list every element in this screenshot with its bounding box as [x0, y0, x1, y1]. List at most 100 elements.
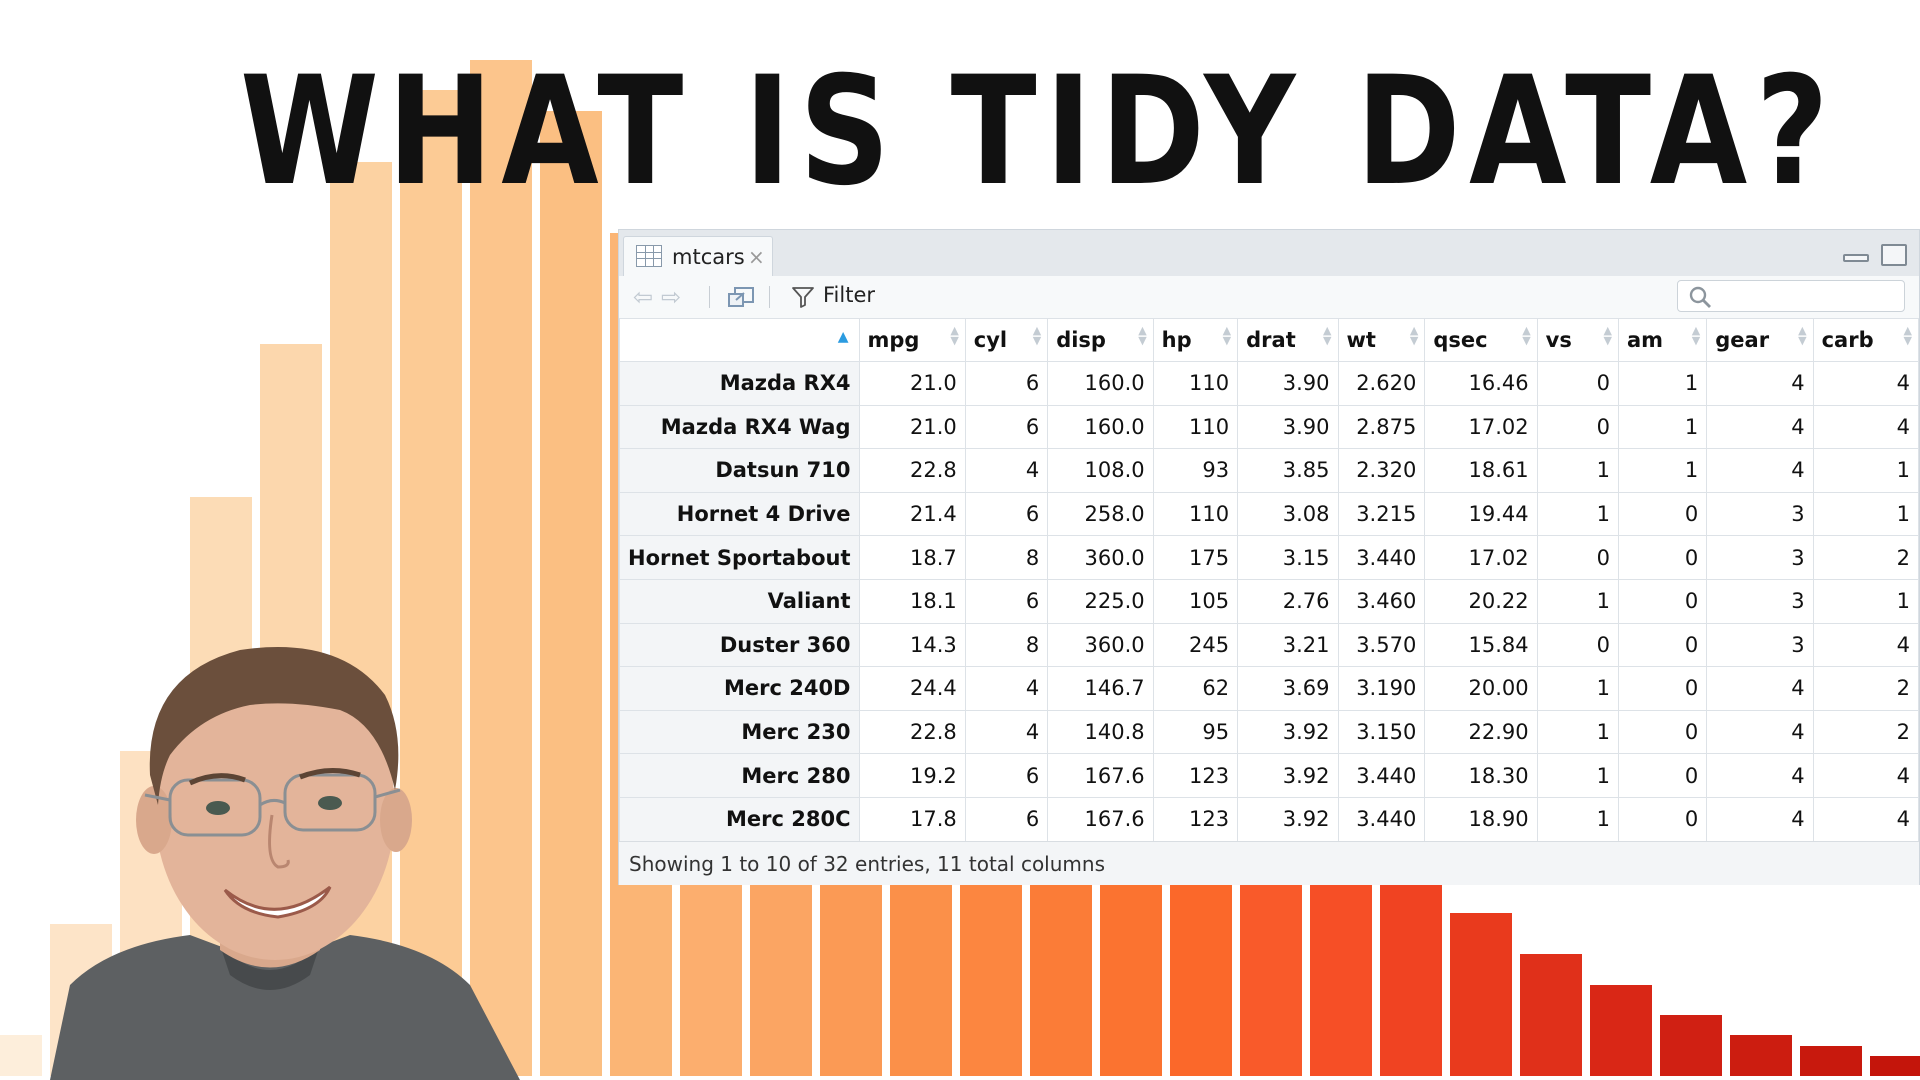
column-header-label: drat [1246, 328, 1296, 352]
background-bar [470, 60, 532, 1076]
search-input[interactable] [1677, 280, 1905, 312]
table-cell: 1 [1812, 491, 1920, 537]
page-title: WHAT IS TIDY DATA? [0, 52, 1920, 212]
table-row[interactable]: Merc 240D 24.4 4 146.7 62 3.69 3.190 20.00 1 0 4 2 [619, 666, 1920, 711]
tab-mtcars[interactable]: mtcars × [623, 236, 773, 276]
sort-icon[interactable]: ▲ ▼ [1798, 324, 1807, 347]
table-cell: 4 [1706, 666, 1814, 711]
background-bar [1730, 1035, 1792, 1076]
background-bar [0, 1035, 42, 1076]
table-cell: 18.30 [1424, 753, 1538, 798]
table-cell: 2.875 [1337, 404, 1426, 450]
background-bar [1800, 1046, 1862, 1076]
data-viewer-pane: mtcars × ⇦ ⇨ Filter ▲ mpg ▲ ▼ cyl ▲ ▼ disp ▲ ▼ hp ▲… [618, 229, 1920, 885]
table-cell: 17.02 [1424, 404, 1538, 450]
forward-icon[interactable]: ⇨ [661, 283, 682, 311]
table-row[interactable]: Merc 280 19.2 6 167.6 123 3.92 3.440 18.30 1 0 4 4 [619, 753, 1920, 798]
table-cell: 0 [1617, 753, 1708, 798]
column-header-carb[interactable]: carb ▲ ▼ [1812, 318, 1920, 362]
table-row[interactable]: Hornet Sportabout 18.7 8 360.0 175 3.15 3.440 1… [619, 535, 1920, 580]
table-row[interactable]: Hornet 4 Drive 21.4 6 258.0 110 3.08 3.215 19.4… [619, 491, 1920, 537]
sort-ascending-icon[interactable]: ▲ [837, 329, 849, 345]
table-cell: 0 [1617, 622, 1708, 668]
table-cell: 4 [1706, 361, 1814, 406]
back-icon[interactable]: ⇦ [633, 283, 654, 311]
filter-icon[interactable] [791, 285, 815, 309]
table-cell: 1 [1536, 753, 1619, 798]
table-cell: 2.320 [1337, 448, 1426, 493]
title-text: WHAT IS TIDY DATA? [240, 45, 1838, 219]
sort-icon[interactable]: ▲ ▼ [1603, 324, 1612, 347]
column-header-am[interactable]: am ▲ ▼ [1617, 318, 1708, 362]
table-cell: 3.215 [1337, 491, 1426, 537]
filter-button[interactable]: Filter [823, 283, 876, 307]
table-cell: 15.84 [1424, 622, 1538, 668]
row-name-cell: Merc 240D [619, 666, 860, 711]
popout-icon[interactable] [727, 285, 755, 314]
table-cell: 8 [964, 622, 1049, 668]
table-cell: 3 [1706, 622, 1814, 668]
close-icon[interactable]: × [748, 245, 765, 269]
table-cell: 16.46 [1424, 361, 1538, 406]
row-name-cell: Merc 230 [619, 709, 860, 755]
column-header-label: gear [1715, 328, 1770, 352]
background-bar [1520, 954, 1582, 1076]
search-icon [1689, 286, 1711, 308]
table-cell: 6 [964, 404, 1049, 450]
sort-icon[interactable]: ▲ ▼ [1323, 324, 1332, 347]
table-cell: 2.620 [1337, 361, 1426, 406]
table-cell: 4 [1706, 753, 1814, 798]
column-header-gear[interactable]: gear ▲ ▼ [1706, 318, 1814, 362]
sort-icon[interactable]: ▲ ▼ [1522, 324, 1531, 347]
sort-icon[interactable]: ▲ ▼ [1409, 324, 1419, 347]
column-header-drat[interactable]: drat ▲ ▼ [1237, 318, 1339, 362]
row-name-cell: Mazda RX4 Wag [619, 404, 860, 450]
column-header-hp[interactable]: hp ▲ ▼ [1152, 318, 1239, 362]
row-name-header[interactable]: ▲ [619, 318, 860, 362]
table-cell: 1 [1536, 491, 1619, 537]
sort-icon[interactable]: ▲ ▼ [950, 324, 959, 347]
table-cell: 4 [1812, 622, 1920, 668]
sort-icon[interactable]: ▲ ▼ [1032, 324, 1042, 347]
table-row[interactable]: Duster 360 14.3 8 360.0 245 3.21 3.570 15.84 0 0 3… [619, 622, 1920, 668]
column-header-vs[interactable]: vs ▲ ▼ [1536, 318, 1619, 362]
sort-icon[interactable]: ▲ ▼ [1138, 324, 1147, 347]
table-cell: 3.460 [1337, 578, 1426, 624]
column-header-label: mpg [867, 328, 920, 352]
table-cell: 0 [1617, 796, 1708, 842]
table-cell: 1 [1536, 709, 1619, 755]
table-cell: 19.2 [858, 753, 966, 798]
table-cell: 3.570 [1337, 622, 1426, 668]
table-cell: 20.22 [1424, 578, 1538, 624]
table-cell: 0 [1617, 666, 1708, 711]
table-cell: 1 [1536, 448, 1619, 493]
table-row[interactable]: Datsun 710 22.8 4 108.0 93 3.85 2.320 18.61 1 1 4 1 [619, 448, 1920, 493]
table-row[interactable]: Merc 280C 17.8 6 167.6 123 3.92 3.440 18.90 1 0 4 4 [619, 796, 1920, 842]
table-cell: 123 [1152, 796, 1239, 842]
table-row[interactable]: Mazda RX4 21.0 6 160.0 110 3.90 2.620 16.46 0 1 4 4 [619, 361, 1920, 406]
table-row[interactable]: Mazda RX4 Wag 21.0 6 160.0 110 3.90 2.875 17.02… [619, 404, 1920, 450]
maximize-icon[interactable] [1881, 244, 1907, 266]
toolbar-divider [769, 286, 770, 308]
column-header-qsec[interactable]: qsec ▲ ▼ [1424, 318, 1538, 362]
table-cell: 0 [1617, 709, 1708, 755]
table-cell: 3.92 [1237, 709, 1339, 755]
column-header-wt[interactable]: wt ▲ ▼ [1337, 318, 1426, 362]
table-cell: 3.190 [1337, 666, 1426, 711]
minimize-icon[interactable] [1843, 254, 1869, 262]
table-cell: 4 [964, 666, 1049, 711]
column-header-cyl[interactable]: cyl ▲ ▼ [964, 318, 1049, 362]
table-cell: 22.8 [858, 448, 966, 493]
table-cell: 17.02 [1424, 535, 1538, 580]
sort-icon[interactable]: ▲ ▼ [1222, 324, 1232, 347]
table-cell: 4 [1706, 796, 1814, 842]
table-cell: 1 [1617, 361, 1708, 406]
sort-icon[interactable]: ▲ ▼ [1903, 324, 1912, 347]
sort-icon[interactable]: ▲ ▼ [1691, 324, 1701, 347]
table-cell: 6 [964, 753, 1049, 798]
column-header-disp[interactable]: disp ▲ ▼ [1047, 318, 1154, 362]
column-header-mpg[interactable]: mpg ▲ ▼ [858, 318, 966, 362]
table-row[interactable]: Merc 230 22.8 4 140.8 95 3.92 3.150 22.90 1 0 4 2 [619, 709, 1920, 755]
table-row[interactable]: Valiant 18.1 6 225.0 105 2.76 3.460 20.22 1 0 3 1 [619, 578, 1920, 624]
background-bar [1870, 1056, 1920, 1076]
